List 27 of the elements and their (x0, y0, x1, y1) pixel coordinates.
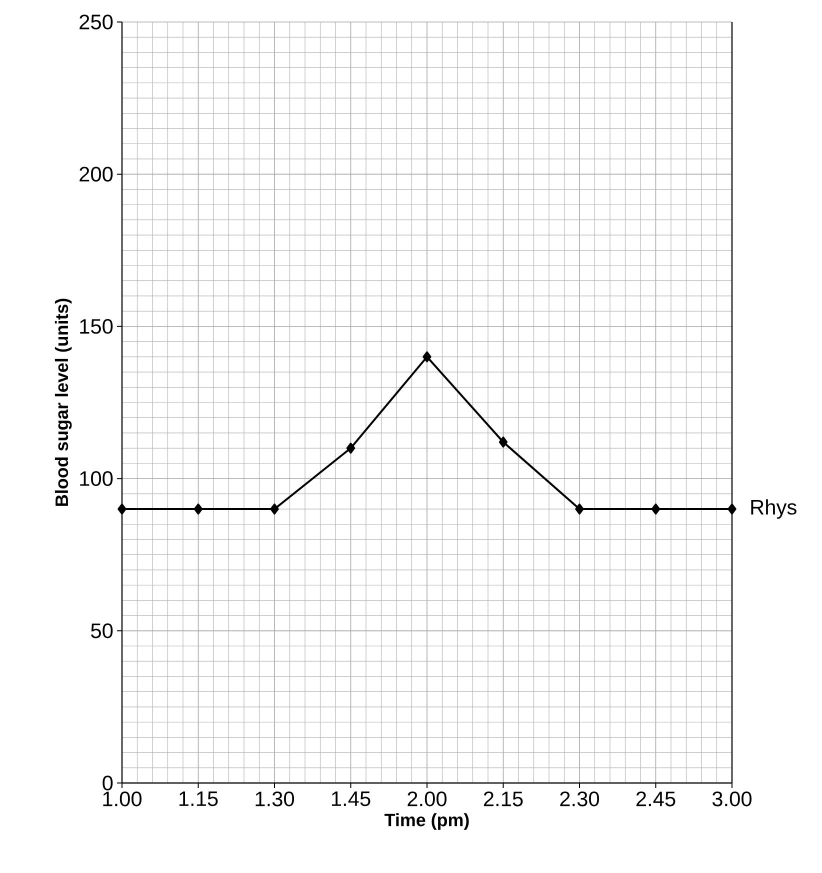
point (194, 504, 203, 515)
point (422, 351, 432, 362)
y-axis-title: Blood sugar level (units) (54, 298, 72, 506)
point (346, 442, 356, 454)
point (728, 504, 736, 515)
y-tick-label: 150 (80, 318, 113, 334)
y-tick-label: 250 (80, 14, 113, 30)
x-tick-label: 2.45 (636, 792, 676, 806)
x-tick-label: 2.00 (408, 792, 447, 806)
x-tick-label: 1.00 (103, 792, 142, 806)
point (651, 504, 660, 515)
x-tick-label: 3.00 (712, 792, 752, 806)
x-tick-label: 1.45 (332, 792, 370, 806)
point (498, 436, 508, 448)
x-tick-label: 2.15 (484, 792, 523, 806)
y-tick-label: 200 (80, 166, 113, 182)
point (118, 504, 126, 515)
x-tick-label: 2.30 (560, 792, 600, 806)
x-tick-label: 1.15 (179, 792, 218, 806)
point (270, 504, 279, 515)
y-tick-label: 100 (80, 471, 113, 486)
y-tick-label: 50 (91, 623, 113, 638)
series-label: Rhys (751, 499, 796, 519)
x-tick-label: 1.30 (256, 792, 294, 806)
x-axis-title: Time (pm) (384, 813, 469, 830)
point (575, 504, 584, 515)
y-tick-label: 0 (102, 776, 113, 790)
